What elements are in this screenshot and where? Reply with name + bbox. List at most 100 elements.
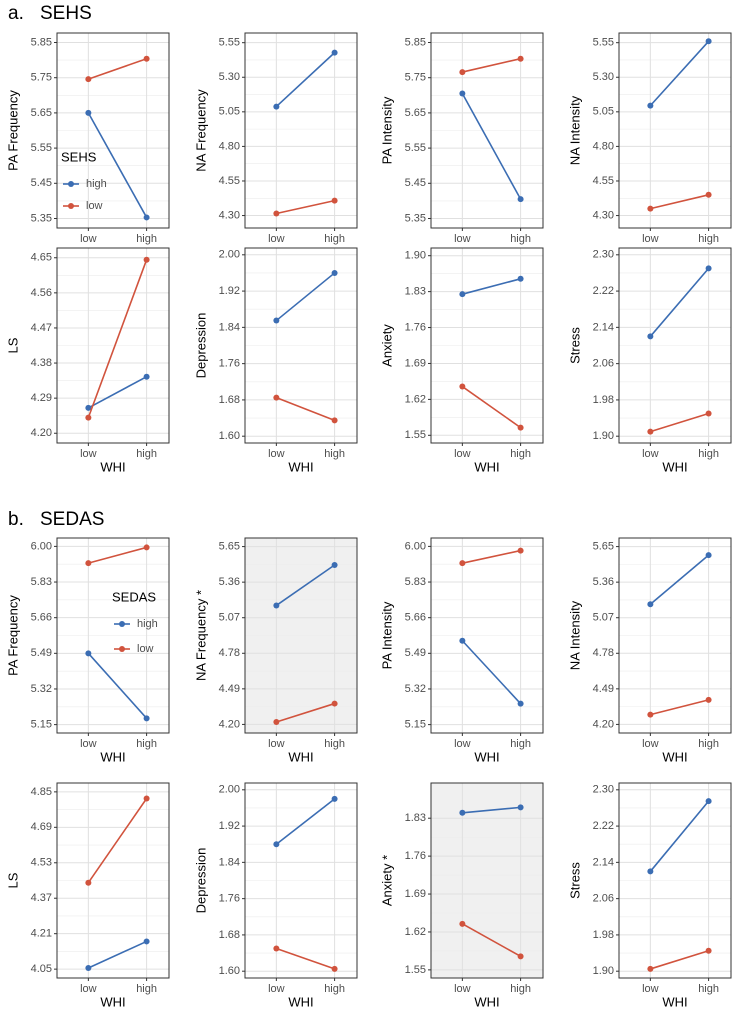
x-tick-label: low: [80, 233, 97, 245]
x-axis-title: WHI: [474, 749, 499, 764]
series-line: [649, 267, 710, 337]
y-tick-label: 4.65: [31, 252, 52, 264]
y-axis-title: Anxiety: [379, 324, 394, 367]
series-line: [462, 806, 521, 814]
data-point: [459, 383, 466, 390]
series-line: [461, 923, 521, 958]
y-tick-label: 5.36: [219, 576, 240, 588]
legend-swatch-point: [68, 203, 74, 209]
data-point: [517, 55, 524, 62]
x-tick-label: low: [642, 738, 659, 750]
x-axis-title: WHI: [100, 459, 125, 474]
panel-border: [618, 32, 732, 229]
y-tick-label: 5.65: [219, 540, 240, 552]
y-tick-label: 2.22: [593, 285, 614, 297]
panel-background: [245, 33, 357, 228]
data-point: [273, 602, 280, 609]
x-tick-label: high: [324, 448, 345, 460]
data-point: [459, 637, 466, 644]
y-tick-label: 1.90: [593, 965, 614, 977]
data-point: [273, 103, 280, 110]
panel-border: [430, 247, 544, 444]
data-point: [331, 795, 338, 802]
y-tick-label: 5.55: [31, 142, 52, 154]
series-line: [275, 272, 336, 322]
y-axis-title: PA Intensity: [379, 601, 394, 669]
x-tick-label: high: [510, 233, 531, 245]
section-title: SEDAS: [40, 509, 104, 530]
y-axis-title: Stress: [567, 327, 582, 364]
y-tick-label: 5.66: [405, 612, 426, 624]
x-tick-label: low: [454, 983, 471, 995]
x-axis-title: WHI: [662, 994, 687, 1009]
data-point: [143, 938, 150, 945]
y-axis-title: NA Frequency: [193, 89, 208, 172]
data-point: [85, 965, 92, 972]
data-point: [273, 945, 280, 952]
y-tick-label: 1.55: [405, 429, 426, 441]
y-tick-label: 5.66: [31, 612, 52, 624]
y-axis-title: NA Intensity: [567, 95, 582, 165]
y-axis-title: Depression: [193, 313, 208, 379]
series-line: [88, 57, 147, 80]
y-tick-label: 4.20: [593, 718, 614, 730]
y-tick-label: 5.49: [405, 647, 426, 659]
data-point: [331, 49, 338, 56]
y-tick-label: 4.30: [593, 209, 614, 221]
y-tick-label: 1.98: [593, 394, 614, 406]
panel-border: [618, 782, 732, 979]
panel-border: [56, 247, 170, 444]
series-line: [650, 950, 709, 970]
x-tick-label: high: [136, 233, 157, 245]
data-point: [705, 191, 712, 198]
data-point: [705, 552, 712, 559]
y-tick-label: 4.80: [593, 140, 614, 152]
y-tick-label: 1.68: [219, 929, 240, 941]
y-tick-label: 5.07: [593, 612, 614, 624]
x-axis-title: WHI: [100, 749, 125, 764]
y-tick-label: 1.84: [219, 856, 240, 868]
y-tick-label: 1.92: [219, 285, 240, 297]
data-point: [705, 798, 712, 805]
y-tick-label: 2.00: [219, 249, 240, 261]
x-tick-label: low: [454, 448, 471, 460]
y-tick-label: 5.32: [405, 683, 426, 695]
y-tick-label: 1.55: [405, 964, 426, 976]
y-tick-label: 5.55: [219, 37, 240, 49]
y-tick-label: 4.05: [31, 963, 52, 975]
y-tick-label: 5.45: [405, 177, 426, 189]
y-tick-label: 5.07: [219, 612, 240, 624]
y-tick-label: 1.76: [405, 850, 426, 862]
panel-border: [430, 537, 544, 734]
data-point: [647, 333, 654, 340]
panel-border: [618, 537, 732, 734]
data-point: [85, 650, 92, 657]
x-tick-label: low: [268, 738, 285, 750]
data-point: [143, 55, 150, 62]
y-tick-label: 1.90: [405, 250, 426, 262]
y-tick-label: 1.68: [219, 394, 240, 406]
legend-title: SEHS: [61, 149, 97, 164]
y-tick-label: 4.21: [31, 928, 52, 940]
data-point: [705, 696, 712, 703]
data-point: [459, 809, 466, 816]
data-point: [273, 718, 280, 725]
y-tick-label: 5.55: [405, 142, 426, 154]
series-line: [87, 259, 148, 418]
series-line: [88, 546, 147, 564]
data-point: [647, 711, 654, 718]
series-line: [87, 798, 148, 884]
legend-swatch-point: [119, 646, 125, 652]
x-tick-label: high: [324, 983, 345, 995]
series-line: [649, 554, 710, 605]
x-tick-label: low: [642, 983, 659, 995]
series-line: [276, 947, 335, 970]
panel-background: [619, 33, 731, 228]
x-axis-title: WHI: [100, 994, 125, 1009]
legend-label: low: [137, 643, 154, 655]
data-point: [705, 947, 712, 954]
y-tick-label: 2.06: [593, 893, 614, 905]
y-axis-title: PA Frequency: [5, 90, 20, 171]
x-axis-title: WHI: [288, 749, 313, 764]
y-tick-label: 4.80: [219, 140, 240, 152]
